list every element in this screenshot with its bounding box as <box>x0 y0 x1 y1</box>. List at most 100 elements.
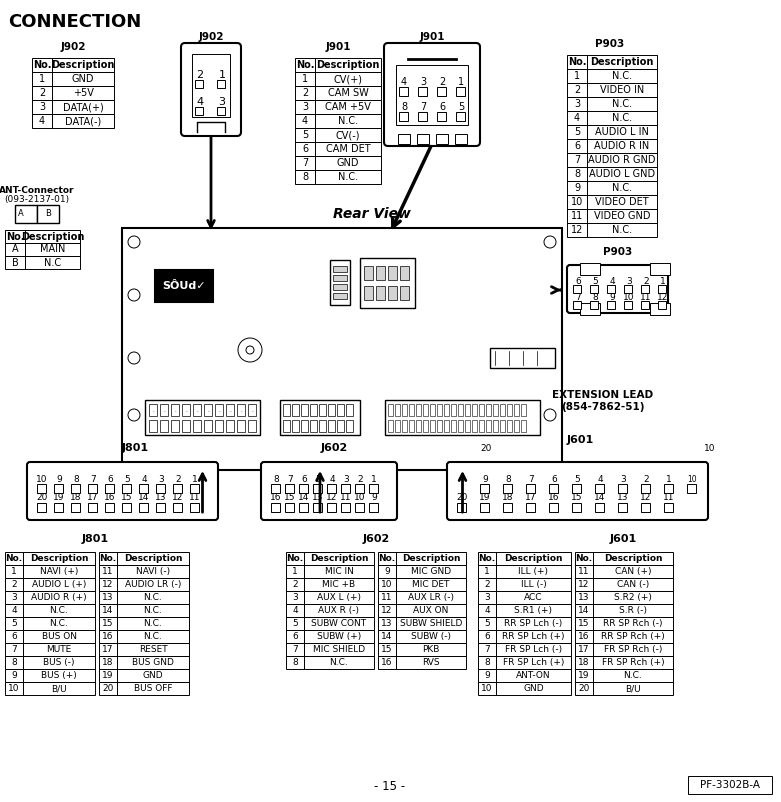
Text: 16: 16 <box>270 493 282 503</box>
Text: 15: 15 <box>578 619 590 628</box>
Bar <box>572 484 581 493</box>
Bar <box>117 565 189 578</box>
Bar <box>396 565 466 578</box>
Bar <box>304 630 374 643</box>
Bar <box>575 656 593 669</box>
Text: N.C.: N.C. <box>144 632 162 641</box>
Bar <box>378 617 396 630</box>
Bar <box>575 578 593 591</box>
Bar <box>514 404 519 416</box>
Text: J902: J902 <box>60 42 86 52</box>
Bar <box>52 58 114 72</box>
Bar <box>237 420 245 432</box>
Text: 4: 4 <box>401 77 407 87</box>
Text: 13: 13 <box>312 493 324 503</box>
Bar <box>299 484 308 493</box>
Text: RESET: RESET <box>139 645 167 654</box>
Text: No.: No. <box>33 60 52 70</box>
Bar <box>521 420 526 432</box>
Bar <box>25 256 80 269</box>
Bar <box>99 565 117 578</box>
Bar <box>687 484 696 493</box>
Text: 3: 3 <box>11 593 17 602</box>
Text: J901: J901 <box>419 32 444 42</box>
Text: 12: 12 <box>173 493 184 503</box>
Text: 10: 10 <box>571 197 583 207</box>
Bar <box>396 656 466 669</box>
Bar <box>549 503 558 512</box>
Text: AUDIO R (+): AUDIO R (+) <box>31 593 87 602</box>
Text: AUDIO L (+): AUDIO L (+) <box>32 580 86 589</box>
Bar <box>567 209 587 223</box>
Bar <box>295 100 315 114</box>
Bar <box>204 404 212 416</box>
Bar <box>32 100 52 114</box>
Bar <box>286 604 304 617</box>
Bar <box>295 72 315 86</box>
Bar <box>549 484 558 493</box>
Circle shape <box>128 352 140 364</box>
Text: 18: 18 <box>102 658 114 667</box>
Bar <box>500 420 505 432</box>
Bar <box>478 591 496 604</box>
Text: MAIN: MAIN <box>40 245 65 254</box>
Text: - 15 -: - 15 - <box>374 780 405 793</box>
Text: 20: 20 <box>456 493 468 503</box>
Bar <box>587 139 657 153</box>
Bar <box>587 111 657 125</box>
Text: PF-3302B-A: PF-3302B-A <box>700 780 760 790</box>
Bar <box>376 286 385 300</box>
Circle shape <box>246 346 254 354</box>
Bar <box>478 682 496 695</box>
Text: 4: 4 <box>302 116 308 126</box>
Text: 20: 20 <box>480 444 491 453</box>
Text: 11: 11 <box>578 567 590 576</box>
Bar <box>105 484 114 493</box>
Text: Description: Description <box>590 57 654 67</box>
Bar <box>23 552 95 565</box>
Text: AUDIO L IN: AUDIO L IN <box>595 127 649 137</box>
Bar <box>650 303 670 315</box>
Bar <box>99 643 117 656</box>
Text: 1: 1 <box>660 277 666 286</box>
Bar <box>25 243 80 256</box>
Text: B: B <box>12 257 19 268</box>
Text: No.: No. <box>287 554 304 563</box>
Bar <box>190 503 199 512</box>
Text: ANT-ON: ANT-ON <box>516 671 551 680</box>
Text: 6: 6 <box>302 144 308 154</box>
Text: 5: 5 <box>458 102 464 112</box>
Bar <box>456 87 465 96</box>
Bar <box>573 301 581 309</box>
Text: .: . <box>163 407 165 412</box>
Bar <box>378 565 396 578</box>
Bar <box>71 484 80 493</box>
Text: 16: 16 <box>381 658 393 667</box>
Bar <box>618 484 627 493</box>
Bar <box>54 503 63 512</box>
Text: .: . <box>251 407 253 412</box>
Bar <box>593 630 673 643</box>
Text: N.C.: N.C. <box>612 99 632 109</box>
Bar <box>328 404 335 416</box>
Text: BUS GND: BUS GND <box>132 658 174 667</box>
Bar <box>587 69 657 83</box>
Bar <box>641 285 649 293</box>
Bar <box>388 420 393 432</box>
Text: CONNECTION: CONNECTION <box>8 13 141 31</box>
Text: GND: GND <box>72 74 95 84</box>
Bar <box>23 578 95 591</box>
Bar <box>575 617 593 630</box>
Bar <box>503 484 512 493</box>
Bar <box>285 484 294 493</box>
Bar <box>139 503 148 512</box>
Bar <box>451 404 456 416</box>
Text: AUX L (+): AUX L (+) <box>317 593 361 602</box>
Bar <box>319 420 326 432</box>
Bar <box>437 87 446 96</box>
Bar <box>182 420 190 432</box>
Text: Description: Description <box>316 60 380 70</box>
Text: 1: 1 <box>219 70 226 80</box>
Bar <box>313 503 322 512</box>
Text: VIDEO GND: VIDEO GND <box>594 211 651 221</box>
